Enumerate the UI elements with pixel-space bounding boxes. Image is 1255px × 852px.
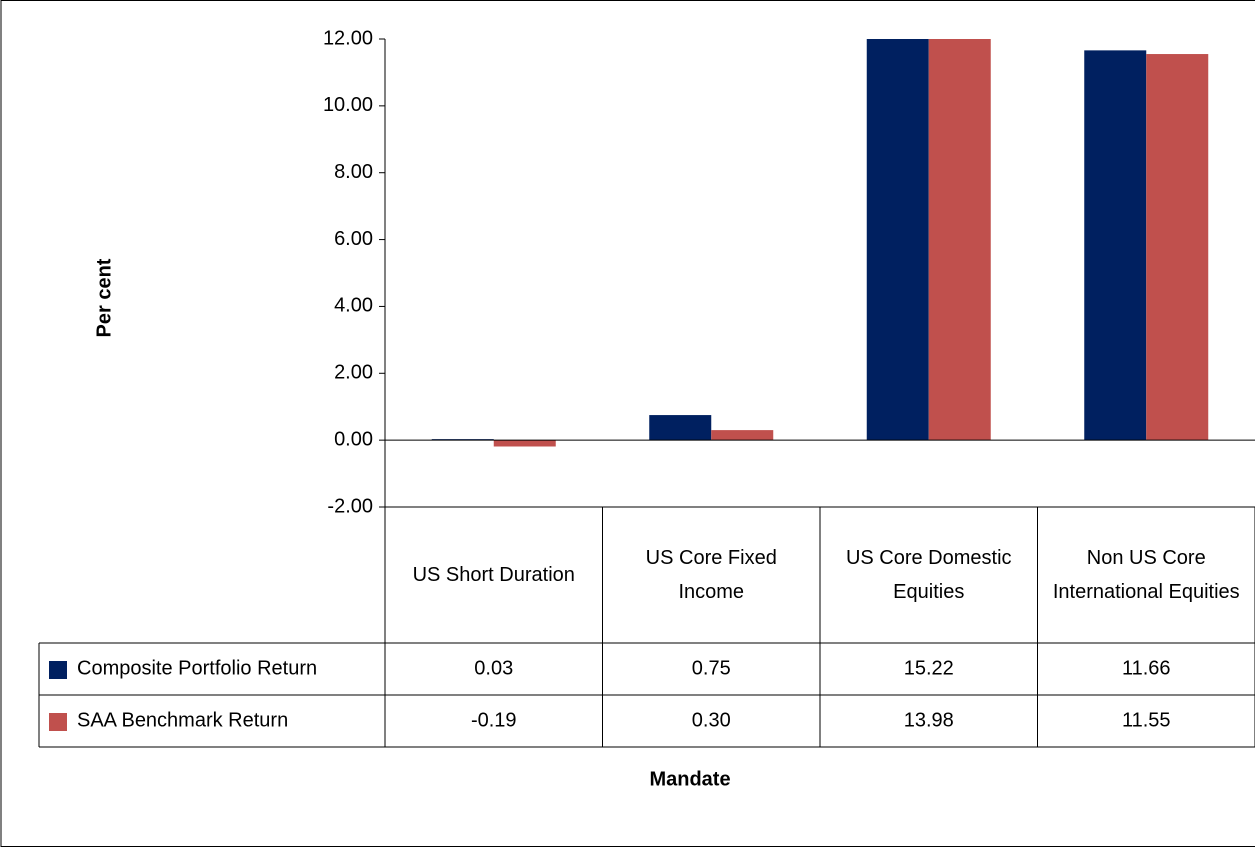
bar bbox=[493, 440, 556, 447]
legend-label: SAA Benchmark Return bbox=[77, 709, 288, 731]
bar bbox=[928, 39, 991, 441]
value-label: 11.55 bbox=[1122, 709, 1171, 731]
value-label: 0.30 bbox=[692, 709, 731, 731]
plot-area bbox=[431, 39, 1209, 447]
y-tick-label: 12.00 bbox=[323, 27, 373, 49]
value-label: 15.22 bbox=[904, 657, 954, 679]
value-label: 0.75 bbox=[692, 657, 731, 679]
bar bbox=[1084, 50, 1147, 441]
y-tick-label: 10.00 bbox=[323, 94, 373, 116]
x-tick-label: US Core Domestic Equities bbox=[845, 547, 1012, 603]
x-tick-label: Non US Core International Equities bbox=[1052, 547, 1240, 603]
bar bbox=[431, 439, 494, 441]
legend-swatch bbox=[49, 661, 67, 679]
category-cell: US Core Fixed Income bbox=[645, 547, 777, 603]
bar bbox=[711, 430, 774, 441]
value-label: 11.66 bbox=[1122, 657, 1171, 679]
y-tick-label: 6.00 bbox=[334, 228, 373, 250]
y-tick-label: -2.00 bbox=[327, 495, 373, 517]
legend-swatch bbox=[49, 713, 67, 731]
legend-label: Composite Portfolio Return bbox=[77, 657, 317, 679]
value-label: -0.19 bbox=[471, 709, 517, 731]
y-tick-label: 8.00 bbox=[334, 161, 373, 183]
y-tick-label: 2.00 bbox=[334, 362, 373, 384]
bar bbox=[1146, 54, 1209, 441]
y-axis-title: Per cent bbox=[93, 258, 115, 337]
category-cell: US Core Domestic Equities bbox=[845, 547, 1012, 603]
x-tick-label: US Short Duration bbox=[412, 564, 575, 586]
x-axis-title: Mandate bbox=[649, 768, 730, 790]
bar bbox=[649, 415, 712, 441]
value-label: 0.03 bbox=[474, 657, 513, 679]
y-tick-label: 4.00 bbox=[334, 295, 373, 317]
bar bbox=[866, 39, 929, 441]
category-cell: US Short Duration bbox=[412, 564, 575, 586]
value-label: 13.98 bbox=[904, 709, 954, 731]
x-tick-label: US Core Fixed Income bbox=[645, 547, 777, 603]
y-tick-label: 0.00 bbox=[334, 428, 373, 450]
category-cell: Non US Core International Equities bbox=[1052, 547, 1240, 603]
